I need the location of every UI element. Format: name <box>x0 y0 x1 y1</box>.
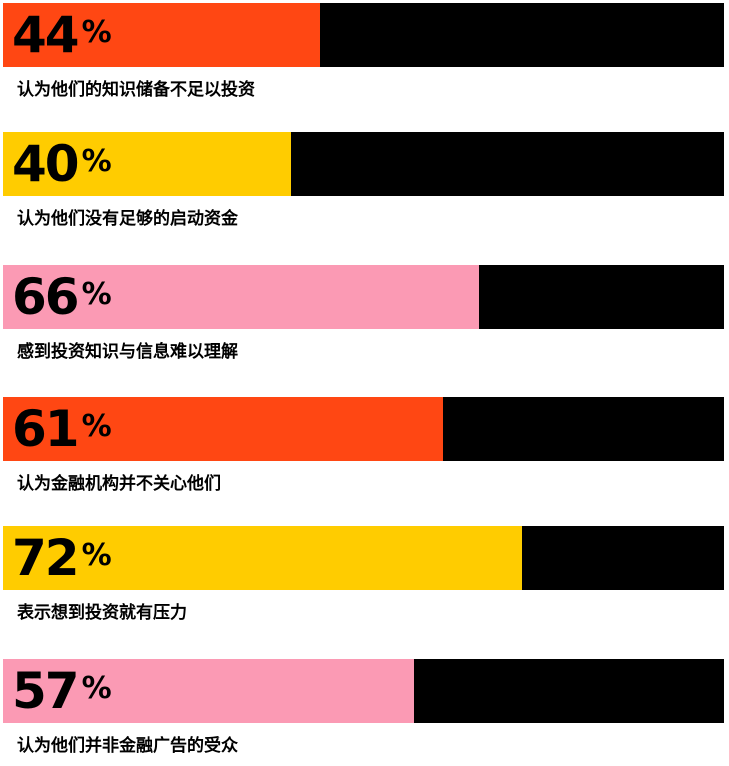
bar-value: 44 <box>12 6 80 64</box>
bar-fill <box>3 526 522 590</box>
bar-track: 40% <box>3 132 724 196</box>
bar-value-label: 57% <box>12 663 112 719</box>
bar-fill <box>3 132 291 196</box>
bar-category-label: 感到投资知识与信息难以理解 <box>17 342 238 362</box>
bar-value: 40 <box>12 135 80 193</box>
bar-track: 66% <box>3 265 724 329</box>
bar-value: 61 <box>12 400 80 458</box>
bar-category-label: 认为他们没有足够的启动资金 <box>17 209 238 229</box>
bar-fill <box>3 3 320 67</box>
bar-fill <box>3 397 443 461</box>
bar-track: 61% <box>3 397 724 461</box>
bar-track: 57% <box>3 659 724 723</box>
percent-sign: % <box>81 144 112 179</box>
bar-fill <box>3 265 479 329</box>
bar-fill <box>3 659 414 723</box>
bar-category-label: 表示想到投资就有压力 <box>17 603 187 623</box>
bar-category-label: 认为他们并非金融广告的受众 <box>17 736 238 756</box>
bar-value: 72 <box>12 529 80 587</box>
percent-sign: % <box>81 671 112 706</box>
bar-value: 66 <box>12 268 80 326</box>
bar-value-label: 72% <box>12 530 112 586</box>
bar-value-label: 40% <box>12 136 112 192</box>
bar-category-label: 认为金融机构并不关心他们 <box>17 474 221 494</box>
bar-track: 44% <box>3 3 724 67</box>
bar-value-label: 66% <box>12 269 112 325</box>
bar-value-label: 61% <box>12 401 112 457</box>
percent-sign: % <box>81 277 112 312</box>
bar-category-label: 认为他们的知识储备不足以投资 <box>17 80 255 100</box>
bar-value-label: 44% <box>12 7 112 63</box>
bar-value: 57 <box>12 662 80 720</box>
percent-sign: % <box>81 15 112 50</box>
bar-track: 72% <box>3 526 724 590</box>
percent-sign: % <box>81 538 112 573</box>
percent-sign: % <box>81 409 112 444</box>
